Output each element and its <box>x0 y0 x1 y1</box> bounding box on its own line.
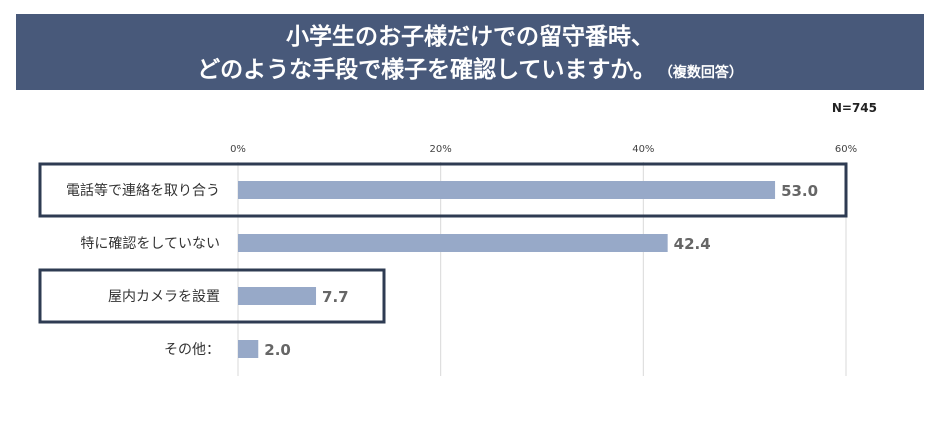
multiple-answer-note: （複数回答） <box>665 65 743 81</box>
title-banner: 小学生のお子様だけでの留守番時、 どのような手段で様子を確認していますか。 （複数… <box>16 14 924 90</box>
tick-label-60: 60% <box>835 144 857 155</box>
chart-title-line2: どのような手段で様子を確認していますか。 （複数回答） <box>16 56 924 87</box>
chart-title-line1: 小学生のお子様だけでの留守番時、 <box>286 24 654 50</box>
tick-label-0: 0% <box>230 144 246 155</box>
value-label-2: 7.7 <box>322 288 349 306</box>
chart-title-line2-text: どのような手段で様子を確認していますか。 <box>197 57 656 83</box>
bar-1 <box>238 234 668 252</box>
bar-2 <box>238 287 317 305</box>
category-label-2: 屋内カメラを設置 <box>108 289 220 305</box>
category-label-1: 特に確認をしていない <box>80 236 220 252</box>
category-label-3: その他： <box>164 342 220 358</box>
highlight-frame-0 <box>38 162 848 218</box>
highlight-frame-2 <box>38 268 386 324</box>
value-label-1: 42.4 <box>674 235 711 253</box>
bar-3 <box>238 340 259 358</box>
sample-size: N=745 <box>831 101 877 115</box>
bar-0 <box>238 181 776 199</box>
value-label-0: 53.0 <box>781 182 818 200</box>
category-label-0: 電話等で連絡を取り合う <box>66 182 220 199</box>
tick-label-20: 20% <box>430 144 452 155</box>
value-label-3: 2.0 <box>264 341 291 359</box>
tick-label-40: 40% <box>632 144 654 155</box>
